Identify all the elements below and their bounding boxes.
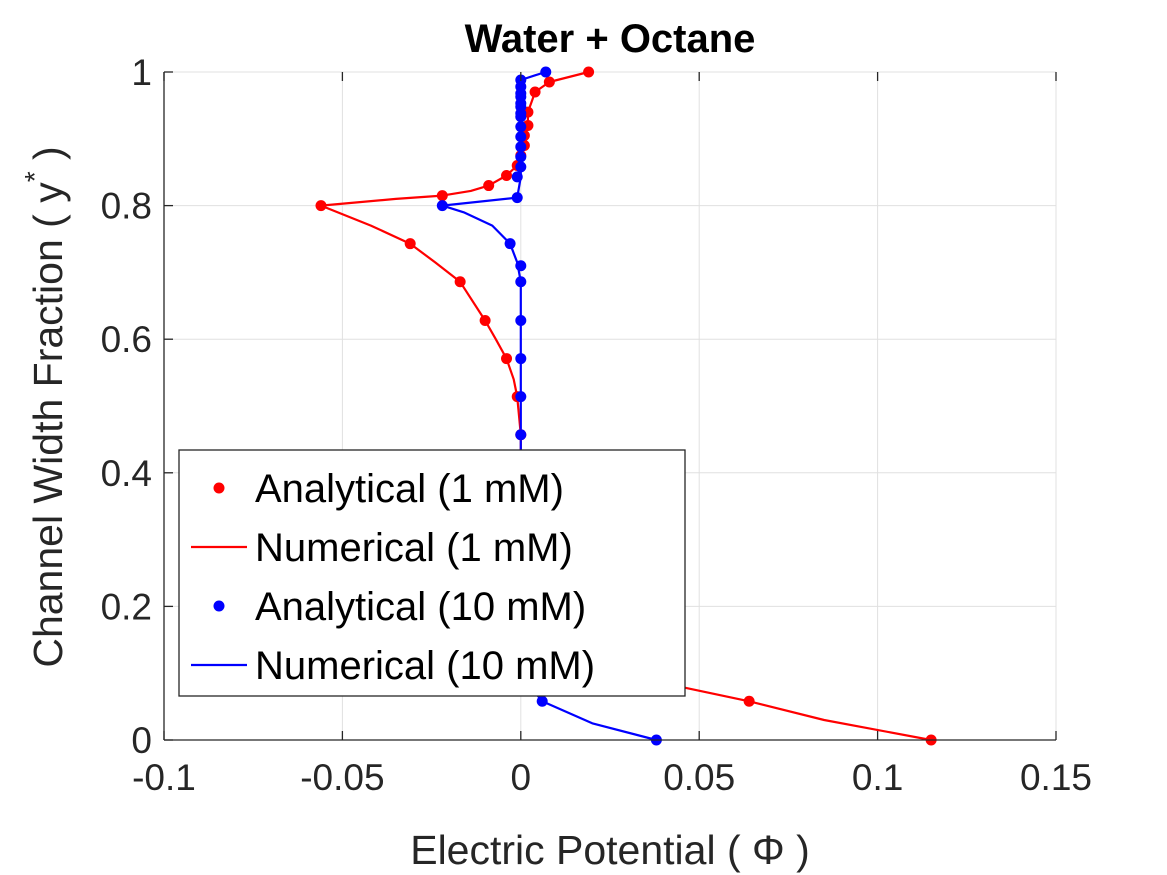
y-axis-title-superscript: * [19, 171, 50, 182]
data-point [540, 66, 552, 78]
data-point [511, 192, 523, 204]
legend-label: Analytical (1 mM) [255, 467, 564, 511]
data-point [515, 97, 527, 109]
data-point [515, 131, 527, 143]
data-point [515, 276, 527, 288]
y-axis-title: Channel Width Fraction ( y* ) [19, 146, 71, 667]
data-point [436, 190, 448, 202]
data-point [315, 200, 327, 212]
y-tick-label: 0 [131, 720, 152, 761]
data-point [529, 86, 541, 98]
data-point [501, 353, 513, 365]
x-axis-title: Electric Potential ( Φ ) [410, 827, 810, 873]
data-point [515, 87, 527, 99]
data-point [515, 314, 527, 326]
data-point [483, 180, 495, 192]
legend-marker [213, 600, 225, 612]
data-point [515, 391, 527, 403]
axes: -0.1 -0.05 0 0.05 0.1 0.15 0 0.2 0.4 0.6 0.8 1 [101, 52, 1092, 798]
y-tick-label: 1 [131, 52, 152, 93]
data-point [501, 170, 513, 182]
legend-label: Numerical (1 mM) [255, 526, 573, 570]
data-point [536, 695, 548, 707]
data-point [404, 238, 416, 250]
x-tick-label: -0.05 [300, 757, 384, 798]
data-point [515, 107, 527, 119]
legend-label: Numerical (10 mM) [255, 644, 595, 688]
data-point [515, 260, 527, 272]
y-axis-title-tail: ) [25, 146, 71, 171]
y-tick-label: 0.4 [101, 453, 152, 494]
chart-title: Water + Octane [465, 17, 756, 61]
data-point [454, 276, 466, 288]
legend-label: Analytical (10 mM) [255, 585, 586, 629]
legend: Analytical (1 mM) Numerical (1 mM) Analyti… [178, 449, 686, 697]
data-point [515, 151, 527, 163]
legend-box [178, 449, 686, 697]
data-point [543, 76, 555, 88]
x-tick-label: 0 [511, 757, 532, 798]
data-point [479, 314, 491, 326]
y-tick-label: 0.2 [101, 586, 152, 627]
x-tick-label: 0.15 [1020, 757, 1092, 798]
data-point [743, 695, 755, 707]
legend-marker [213, 482, 225, 494]
x-tick-label: 0.05 [663, 757, 735, 798]
data-point [436, 200, 448, 212]
data-point [515, 429, 527, 441]
data-point [515, 161, 527, 173]
data-point [515, 121, 527, 133]
data-point [511, 171, 523, 183]
x-tick-label: 0.1 [852, 757, 903, 798]
data-point [515, 141, 527, 153]
data-point [583, 66, 595, 78]
data-point [504, 238, 516, 250]
y-tick-label: 0.6 [101, 319, 152, 360]
y-tick-label: 0.8 [101, 186, 152, 227]
x-tick-label: -0.1 [132, 757, 196, 798]
data-point [515, 353, 527, 365]
y-axis-title-main: Channel Width Fraction ( y [25, 182, 71, 668]
